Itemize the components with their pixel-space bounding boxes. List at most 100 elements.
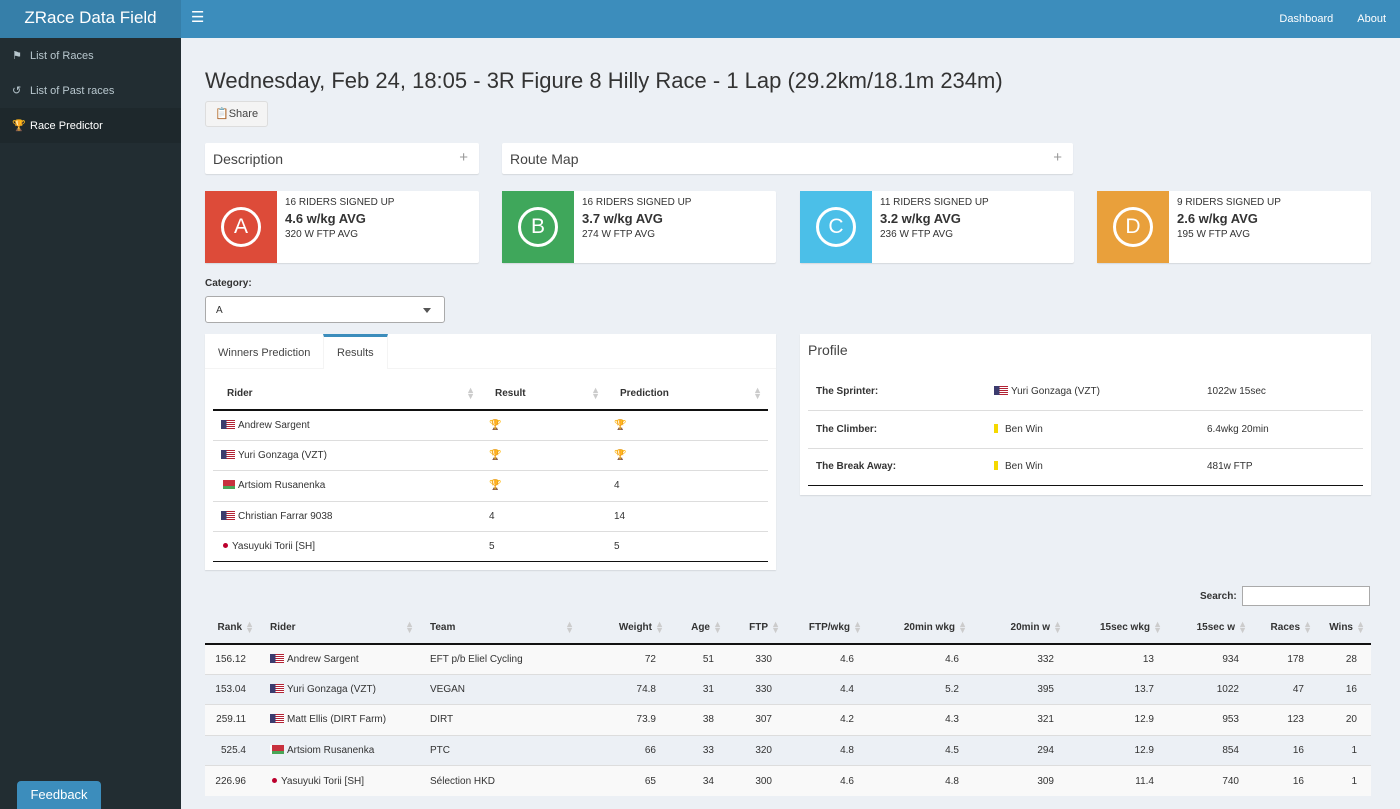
top-header: ZRace Data Field ☰ Dashboard About bbox=[0, 0, 1400, 38]
category-a-icon: A bbox=[205, 191, 277, 263]
expand-icon[interactable]: + bbox=[1053, 149, 1062, 166]
trophy-icon: 🏆 bbox=[12, 120, 26, 132]
column-header-wins[interactable]: Wins ▲ ▼ bbox=[1318, 611, 1371, 645]
column-header-races[interactable]: Races ▲ ▼ bbox=[1253, 611, 1318, 645]
clipboard-icon: 📋 bbox=[215, 108, 229, 120]
table-row: Yuri Gonzaga (VZT) 🏆 🏆 bbox=[213, 439, 768, 471]
column-header-result[interactable]: Result ▲ ▼ bbox=[481, 377, 606, 411]
prediction-value: 4 bbox=[614, 480, 620, 492]
app-logo[interactable]: ZRace Data Field bbox=[0, 0, 181, 38]
description-box: Description + bbox=[205, 143, 479, 174]
table-row: 226.96 Yasuyuki Torii [SH] Sélection HKD 65… bbox=[205, 765, 1371, 796]
riders-count: 16 RIDERS SIGNED UP bbox=[582, 197, 692, 208]
riders-count: 16 RIDERS SIGNED UP bbox=[285, 197, 395, 208]
sidebar-item-list-of-races[interactable]: ⚑ List of Races bbox=[0, 38, 181, 73]
cell-w20: 294 bbox=[973, 734, 1068, 766]
category-select[interactable]: A bbox=[205, 296, 445, 323]
cell-races: 178 bbox=[1253, 643, 1318, 675]
flag-by-icon bbox=[221, 480, 235, 490]
sort-icon: ▲ ▼ bbox=[753, 385, 762, 401]
profile-value: 6.4wkg 20min bbox=[1199, 410, 1363, 449]
cell-ftpwkg: 4.6 bbox=[786, 765, 868, 796]
sort-icon: ▲ ▼ bbox=[853, 619, 862, 635]
column-header-ftp-wkg[interactable]: FTP/wkg ▲ ▼ bbox=[786, 611, 868, 645]
sort-icon: ▲ ▼ bbox=[958, 619, 967, 635]
column-header-age[interactable]: Age ▲ ▼ bbox=[670, 611, 728, 645]
flag-us-icon bbox=[270, 714, 284, 724]
results-table: Rider ▲ ▼ Result ▲ ▼ Prediction ▲ ▼ Andrew Sar… bbox=[213, 377, 768, 563]
category-b-infobox: B 16 RIDERS SIGNED UP 3.7 w/kg AVG 274 W… bbox=[502, 191, 776, 263]
sidebar-item-race-predictor[interactable]: 🏆 Race Predictor bbox=[0, 108, 181, 143]
share-label: Share bbox=[228, 108, 259, 120]
rider-name[interactable]: Matt Ellis (DIRT Farm) bbox=[287, 714, 387, 726]
column-header-team[interactable]: Team ▲ ▼ bbox=[420, 611, 580, 645]
table-row: Andrew Sargent 🏆 🏆 bbox=[213, 409, 768, 441]
rider-name[interactable]: Artsiom Rusanenka bbox=[287, 744, 375, 756]
rider-name: Yasuyuki Torii [SH] bbox=[232, 541, 315, 553]
ftp-average: 195 W FTP AVG bbox=[1177, 229, 1250, 240]
cell-races: 47 bbox=[1253, 673, 1318, 705]
search-input[interactable] bbox=[1242, 586, 1370, 606]
nav-dashboard[interactable]: Dashboard bbox=[1279, 13, 1334, 25]
column-header-ftp[interactable]: FTP ▲ ▼ bbox=[728, 611, 786, 645]
expand-icon[interactable]: + bbox=[459, 149, 468, 166]
cell-rank: 259.11 bbox=[205, 704, 260, 736]
column-header-15sec-w[interactable]: 15sec w ▲ ▼ bbox=[1168, 611, 1253, 645]
cell-s15wkg: 11.4 bbox=[1068, 765, 1168, 796]
profile-rider: Yuri Gonzaga (VZT) bbox=[1011, 386, 1100, 397]
cell-ftp: 320 bbox=[728, 734, 786, 766]
share-button[interactable]: 📋Share bbox=[205, 101, 269, 127]
cell-weight: 66 bbox=[580, 734, 670, 766]
cell-wins: 16 bbox=[1318, 673, 1371, 705]
cell-team: VEGAN bbox=[420, 673, 580, 705]
wkg-average: 2.6 w/kg AVG bbox=[1177, 211, 1258, 226]
wkg-average: 4.6 w/kg AVG bbox=[285, 211, 366, 226]
result-value: 5 bbox=[489, 541, 495, 553]
rider-name[interactable]: Yuri Gonzaga (VZT) bbox=[287, 684, 376, 696]
column-header-20min-wkg[interactable]: 20min wkg ▲ ▼ bbox=[868, 611, 973, 645]
tab-results[interactable]: Results bbox=[323, 334, 388, 369]
rider-name[interactable]: Andrew Sargent bbox=[287, 653, 359, 665]
column-header-20min-w[interactable]: 20min w ▲ ▼ bbox=[973, 611, 1068, 645]
flag-yellow-icon bbox=[994, 423, 1002, 433]
profile-title: Profile bbox=[808, 342, 848, 358]
table-row: 259.11 Matt Ellis (DIRT Farm) DIRT 73.9 38 30… bbox=[205, 704, 1371, 736]
nav-about[interactable]: About bbox=[1357, 13, 1386, 25]
cell-wins: 1 bbox=[1318, 734, 1371, 766]
category-b-icon: B bbox=[502, 191, 574, 263]
table-row: 156.12 Andrew Sargent EFT p/b Eliel Cyclin… bbox=[205, 643, 1371, 675]
profile-box: Profile The Sprinter: Yuri Gonzaga (VZT) 1… bbox=[800, 334, 1371, 495]
profile-label: The Sprinter: bbox=[808, 373, 986, 411]
category-d-icon: D bbox=[1097, 191, 1169, 263]
column-header-15sec-wkg[interactable]: 15sec wkg ▲ ▼ bbox=[1068, 611, 1168, 645]
category-d-infobox: D 9 RIDERS SIGNED UP 2.6 w/kg AVG 195 W … bbox=[1097, 191, 1371, 263]
category-c-infobox: C 11 RIDERS SIGNED UP 3.2 w/kg AVG 236 W… bbox=[800, 191, 1074, 263]
cell-rank: 525.4 bbox=[205, 734, 260, 766]
column-header-rider[interactable]: Rider ▲ ▼ bbox=[213, 377, 481, 411]
sidebar-item-past-races[interactable]: ↺ List of Past races bbox=[0, 73, 181, 108]
cell-s15: 740 bbox=[1168, 765, 1253, 796]
sort-icon: ▲ ▼ bbox=[655, 619, 664, 635]
flag-us-icon bbox=[270, 684, 284, 694]
cell-team: PTC bbox=[420, 734, 580, 766]
rider-name[interactable]: Yasuyuki Torii [SH] bbox=[281, 775, 364, 787]
sidebar-item-label: List of Races bbox=[30, 49, 94, 62]
column-header-rider[interactable]: Rider ▲ ▼ bbox=[260, 611, 420, 645]
wkg-average: 3.2 w/kg AVG bbox=[880, 211, 961, 226]
sidebar: ⚑ List of Races ↺ List of Past races 🏆 R… bbox=[0, 38, 181, 809]
results-tabbox: Winners Prediction Results Rider ▲ ▼ Resul… bbox=[205, 334, 776, 570]
tab-winners-prediction[interactable]: Winners Prediction bbox=[218, 347, 311, 359]
column-header-rank[interactable]: Rank ▲ ▼ bbox=[205, 611, 260, 645]
sort-icon: ▲ ▼ bbox=[771, 619, 780, 635]
prediction-value: 5 bbox=[614, 541, 620, 553]
wkg-average: 3.7 w/kg AVG bbox=[582, 211, 663, 226]
cell-s15: 953 bbox=[1168, 704, 1253, 736]
sort-icon: ▲ ▼ bbox=[565, 619, 574, 635]
cell-team: DIRT bbox=[420, 704, 580, 736]
column-header-weight[interactable]: Weight ▲ ▼ bbox=[580, 611, 670, 645]
column-header-prediction[interactable]: Prediction ▲ ▼ bbox=[606, 377, 768, 411]
menu-toggle-icon[interactable]: ☰ bbox=[191, 9, 205, 26]
feedback-button[interactable]: Feedback bbox=[17, 781, 101, 809]
profile-row: The Break Away: Ben Win 481w FTP bbox=[808, 448, 1363, 486]
table-row: Artsiom Rusanenka 🏆 4 bbox=[213, 470, 768, 502]
